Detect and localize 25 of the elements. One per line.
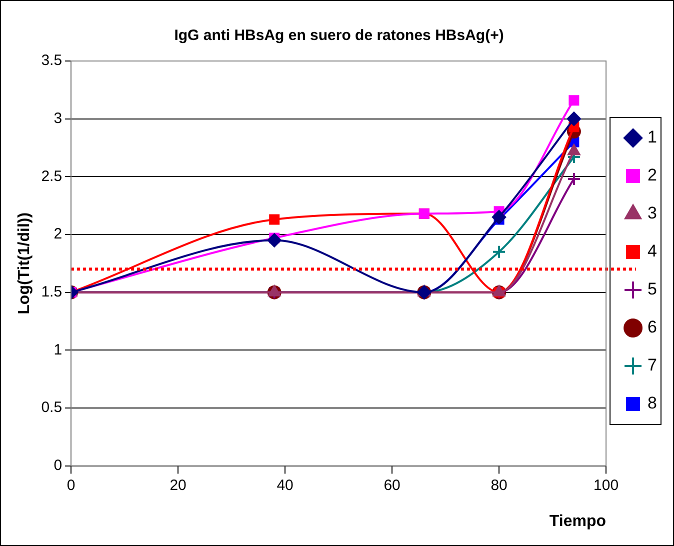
legend-label: 8 [648,394,658,413]
legend-label: 3 [648,204,658,223]
y-tick-label: 2.5 [41,168,62,185]
legend-label: 5 [648,280,658,299]
y-tick-label: 0.5 [41,399,62,416]
y-tick-label: 1 [54,341,62,358]
y-tick-label: 1.5 [41,283,62,300]
y-tick-label: 3 [54,110,62,127]
y-tick-label: 0 [54,456,62,474]
chart-title: IgG anti HBsAg en suero de ratones HBsAg(+) [174,27,504,44]
x-tick-label: 20 [170,476,186,494]
x-tick-label: 0 [66,476,76,494]
legend-label: 1 [648,128,658,147]
legend-label: 2 [648,166,658,185]
legend-label: 6 [648,318,658,337]
x-tick-label: 100 [594,476,619,494]
x-axis-title: Tiempo [549,512,606,530]
legend-label: 4 [648,242,658,261]
y-tick-label: 2 [54,226,62,243]
legend-label: 7 [648,356,658,375]
y-tick-label: 3.5 [41,52,62,70]
y-axis-title: Log(Tit(1/dil)) [16,212,34,314]
x-tick-label: 60 [384,476,400,494]
x-tick-label: 80 [490,476,508,494]
x-tick-label: 40 [276,476,294,494]
